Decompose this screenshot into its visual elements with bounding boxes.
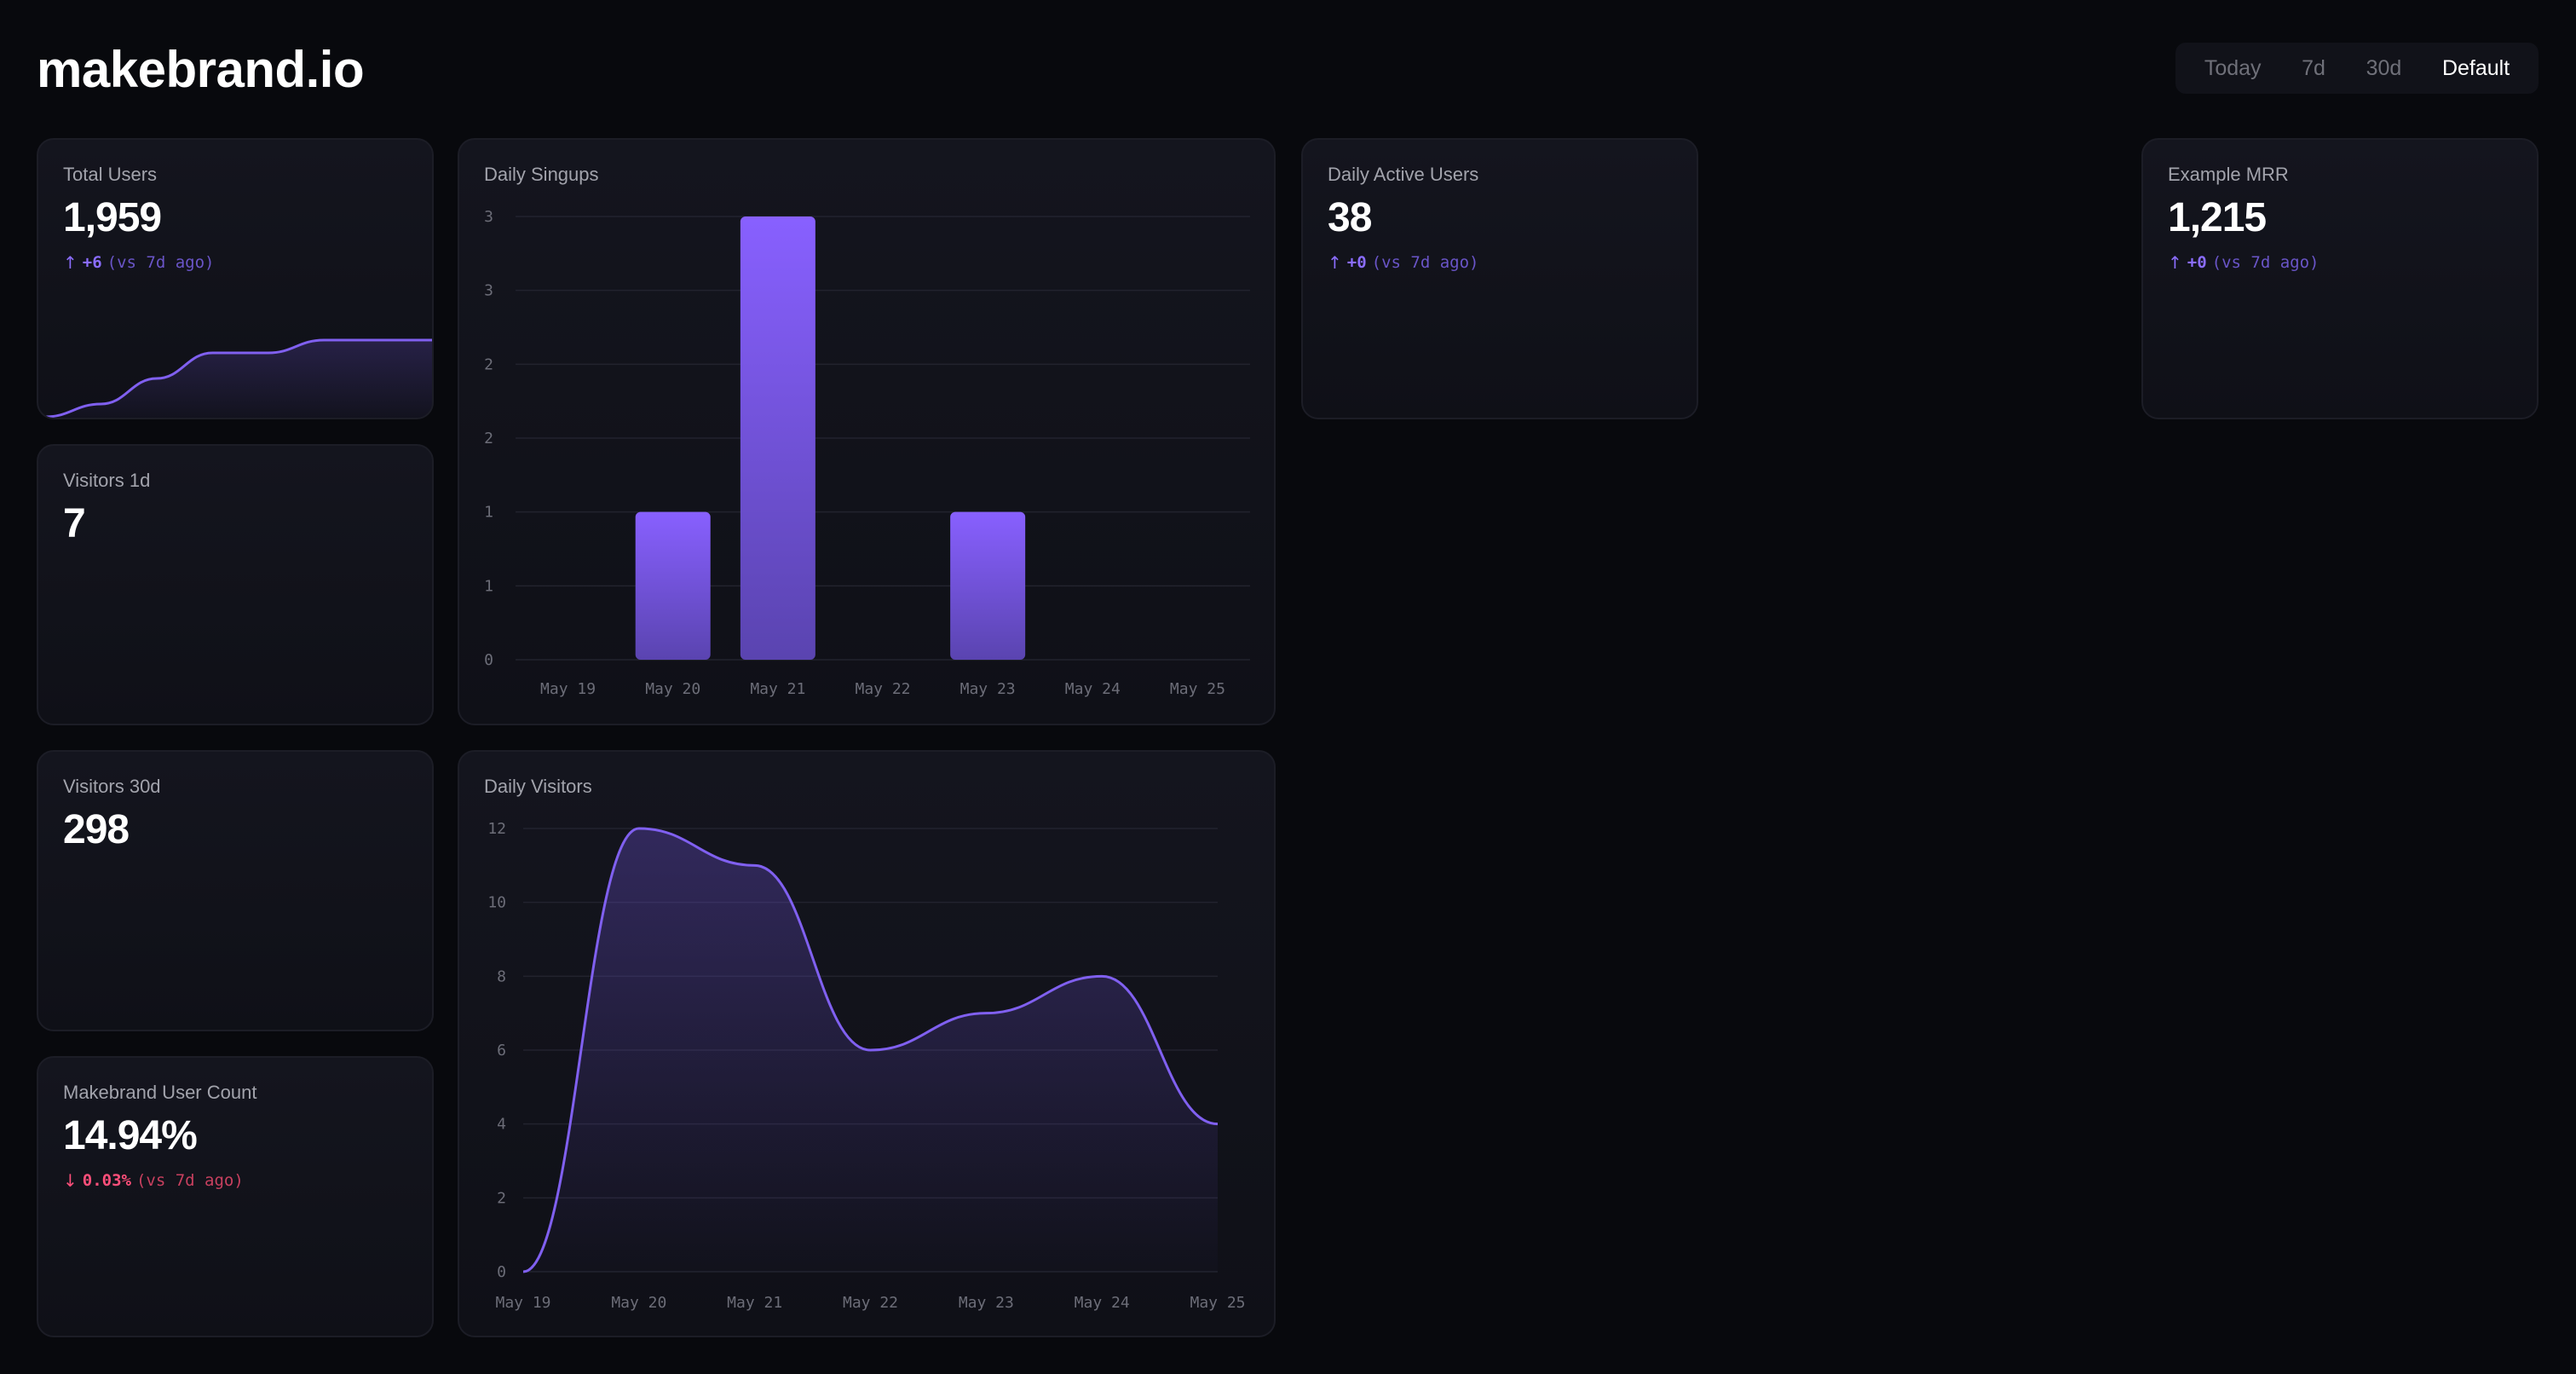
card-title: Makebrand User Count <box>63 1082 257 1103</box>
arrow-up-icon: ↑ <box>2168 252 2182 273</box>
visitors-1d-card: Visitors 1d 7 <box>37 444 434 725</box>
y-tick-label: 1 <box>484 577 493 595</box>
visitors-30d-card: Visitors 30d 298 <box>37 750 434 1031</box>
date-range-selector: Today 7d 30d Default <box>2175 43 2539 94</box>
x-tick-label: May 22 <box>843 1294 898 1312</box>
total-users-sparkline <box>44 338 432 418</box>
example-mrr-value: 1,215 <box>2168 195 2267 240</box>
y-tick-label: 4 <box>497 1116 506 1134</box>
sparkline-fill <box>45 340 432 418</box>
example-mrr-card: Example MRR 1,215 ↑ +0 (vs 7d ago) <box>2141 138 2539 419</box>
x-tick-label: May 25 <box>1170 680 1225 698</box>
card-title: Visitors 30d <box>63 776 161 797</box>
arrow-up-icon: ↑ <box>1328 252 1342 273</box>
y-tick-label: 2 <box>484 355 493 373</box>
total-users-value: 1,959 <box>63 195 162 240</box>
y-tick-label: 0 <box>497 1263 506 1281</box>
card-title: Total Users <box>63 164 158 185</box>
x-tick-label: May 20 <box>645 680 700 698</box>
y-tick-label: 1 <box>484 504 493 522</box>
y-tick-label: 0 <box>484 651 493 669</box>
delta-value: +0 <box>1346 253 1367 272</box>
total-users-card: Total Users 1,959 ↑ +6 (vs 7d ago) <box>37 138 434 419</box>
daily-visitors-chart: 0 2 4 6 8 10 12 May 19 May 20 May 21 May 22 May 23 M… <box>487 820 1245 1312</box>
card-title: Daily Active Users <box>1328 164 1479 185</box>
bar <box>740 216 815 660</box>
daily-signups-chart: 0 1 1 2 2 3 3 May 19 May 20 May 21 May 22 May 23 May… <box>484 208 1250 698</box>
visitors-30d-value: 298 <box>63 807 130 852</box>
delta-value: +0 <box>2187 253 2207 272</box>
range-today-button[interactable]: Today <box>2204 55 2262 80</box>
arrow-up-icon: ↑ <box>63 252 78 273</box>
delta-value: +6 <box>82 253 102 272</box>
x-tick-label: May 21 <box>750 680 805 698</box>
sparkline-line <box>44 338 432 418</box>
delta-value: 0.03% <box>82 1171 131 1190</box>
x-tick-label: May 21 <box>727 1294 782 1312</box>
y-tick-label: 6 <box>497 1042 506 1059</box>
y-tick-label: 2 <box>497 1189 506 1207</box>
card-title: Example MRR <box>2168 164 2289 185</box>
daily-active-users-delta: ↑ +0 (vs 7d ago) <box>1328 252 1479 273</box>
x-tick-label: May 24 <box>1075 1294 1130 1312</box>
makebrand-user-count-value: 14.94% <box>63 1113 198 1158</box>
x-tick-label: May 24 <box>1065 680 1121 698</box>
y-tick-label: 8 <box>497 967 506 985</box>
x-tick-label: May 22 <box>855 680 910 698</box>
daily-active-users-value: 38 <box>1328 195 1372 240</box>
card-title: Daily Singups <box>484 164 599 185</box>
x-tick-label: May 23 <box>960 680 1016 698</box>
delta-comparison: (vs 7d ago) <box>135 1171 244 1190</box>
visitors-1d-value: 7 <box>63 501 86 546</box>
range-7d-button[interactable]: 7d <box>2302 55 2325 80</box>
total-users-delta: ↑ +6 (vs 7d ago) <box>63 252 215 273</box>
y-tick-label: 12 <box>487 820 506 838</box>
range-default-button[interactable]: Default <box>2441 55 2510 80</box>
delta-comparison: (vs 7d ago) <box>2211 253 2320 272</box>
daily-active-users-card: Daily Active Users 38 ↑ +0 (vs 7d ago) <box>1301 138 1698 419</box>
makebrand-user-count-card: Makebrand User Count 14.94% ↓ 0.03% (vs … <box>37 1056 434 1337</box>
x-tick-label: May 20 <box>611 1294 666 1312</box>
y-tick-label: 3 <box>484 208 493 226</box>
series-line <box>522 827 1219 1273</box>
y-tick-label: 3 <box>484 282 493 300</box>
x-tick-label: May 25 <box>1190 1294 1245 1312</box>
card-title: Daily Visitors <box>484 776 592 797</box>
range-30d-button[interactable]: 30d <box>2366 55 2402 80</box>
makebrand-user-count-delta: ↓ 0.03% (vs 7d ago) <box>63 1170 244 1191</box>
y-tick-label: 2 <box>484 430 493 447</box>
delta-comparison: (vs 7d ago) <box>107 253 215 272</box>
example-mrr-delta: ↑ +0 (vs 7d ago) <box>2168 252 2320 273</box>
bar <box>950 511 1026 660</box>
daily-signups-card: Daily Singups 0 1 1 2 2 3 3 May 19 May 20 May 21 M… <box>458 138 1276 725</box>
app-title: makebrand.io <box>37 41 365 98</box>
x-tick-label: May 23 <box>959 1294 1014 1312</box>
arrow-down-icon: ↓ <box>63 1170 78 1191</box>
card-title: Visitors 1d <box>63 470 151 491</box>
y-tick-label: 10 <box>487 894 506 912</box>
bar <box>635 511 711 660</box>
x-tick-label: May 19 <box>540 680 596 698</box>
delta-comparison: (vs 7d ago) <box>1371 253 1479 272</box>
daily-visitors-card: Daily Visitors 0 2 4 6 8 10 12 May 19 May 20 May … <box>458 750 1276 1337</box>
x-tick-label: May 19 <box>495 1294 550 1312</box>
